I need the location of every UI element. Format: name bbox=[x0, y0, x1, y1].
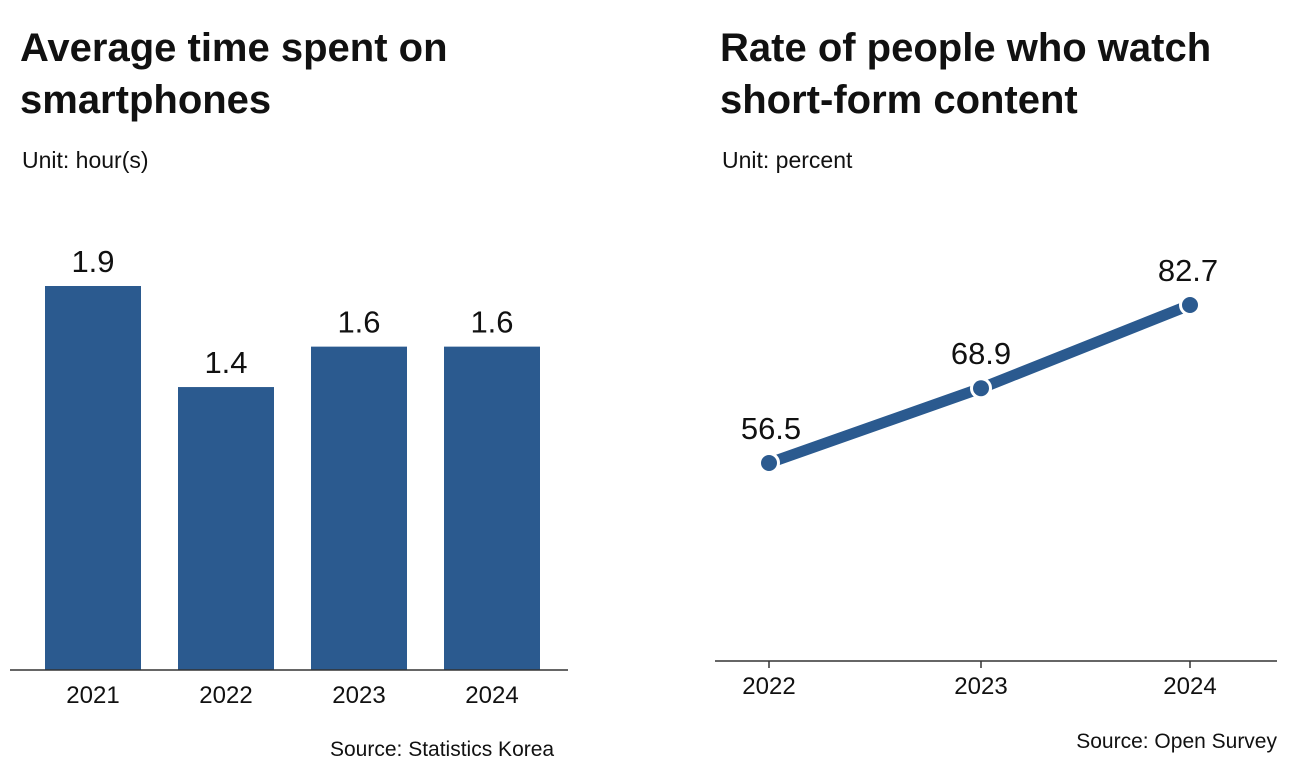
line-chart: 56.5 68.9 82.7 2022 2023 2024 bbox=[715, 253, 1277, 700]
x-tick-label: 2024 bbox=[1163, 673, 1216, 700]
bar-2024 bbox=[444, 346, 540, 670]
x-tick-label: 2023 bbox=[332, 682, 385, 709]
point-value-label: 82.7 bbox=[1158, 253, 1218, 288]
point-value-label: 56.5 bbox=[741, 411, 801, 446]
point-2023 bbox=[970, 377, 992, 400]
x-tick-label: 2021 bbox=[66, 682, 119, 709]
point-2024 bbox=[1179, 294, 1201, 316]
bar-2021 bbox=[45, 286, 141, 670]
right-chart-unit: Unit: percent bbox=[722, 147, 853, 173]
x-tick-label: 2023 bbox=[954, 673, 1007, 700]
x-tick-label: 2022 bbox=[199, 682, 252, 709]
x-tick-label: 2024 bbox=[465, 682, 518, 709]
point-value-label: 68.9 bbox=[951, 336, 1011, 371]
bar-2023 bbox=[311, 346, 407, 670]
bar-chart: 1.9 2021 1.4 2022 1.6 2023 1.6 2024 bbox=[10, 244, 568, 709]
point-2022 bbox=[758, 452, 780, 474]
left-chart-source: Source: Statistics Korea bbox=[330, 738, 555, 761]
bar-2022 bbox=[178, 387, 274, 670]
bar-value-label: 1.9 bbox=[71, 244, 114, 279]
x-tick-label: 2022 bbox=[742, 673, 795, 700]
left-chart-title: Average time spent on smartphones bbox=[20, 26, 448, 122]
bar-value-label: 1.4 bbox=[204, 345, 247, 380]
bar-value-label: 1.6 bbox=[337, 305, 380, 340]
bar-value-label: 1.6 bbox=[470, 305, 513, 340]
right-chart-title: Rate of people who watch short-form cont… bbox=[720, 26, 1212, 122]
right-chart-source: Source: Open Survey bbox=[1076, 730, 1277, 753]
left-chart-unit: Unit: hour(s) bbox=[22, 147, 149, 173]
